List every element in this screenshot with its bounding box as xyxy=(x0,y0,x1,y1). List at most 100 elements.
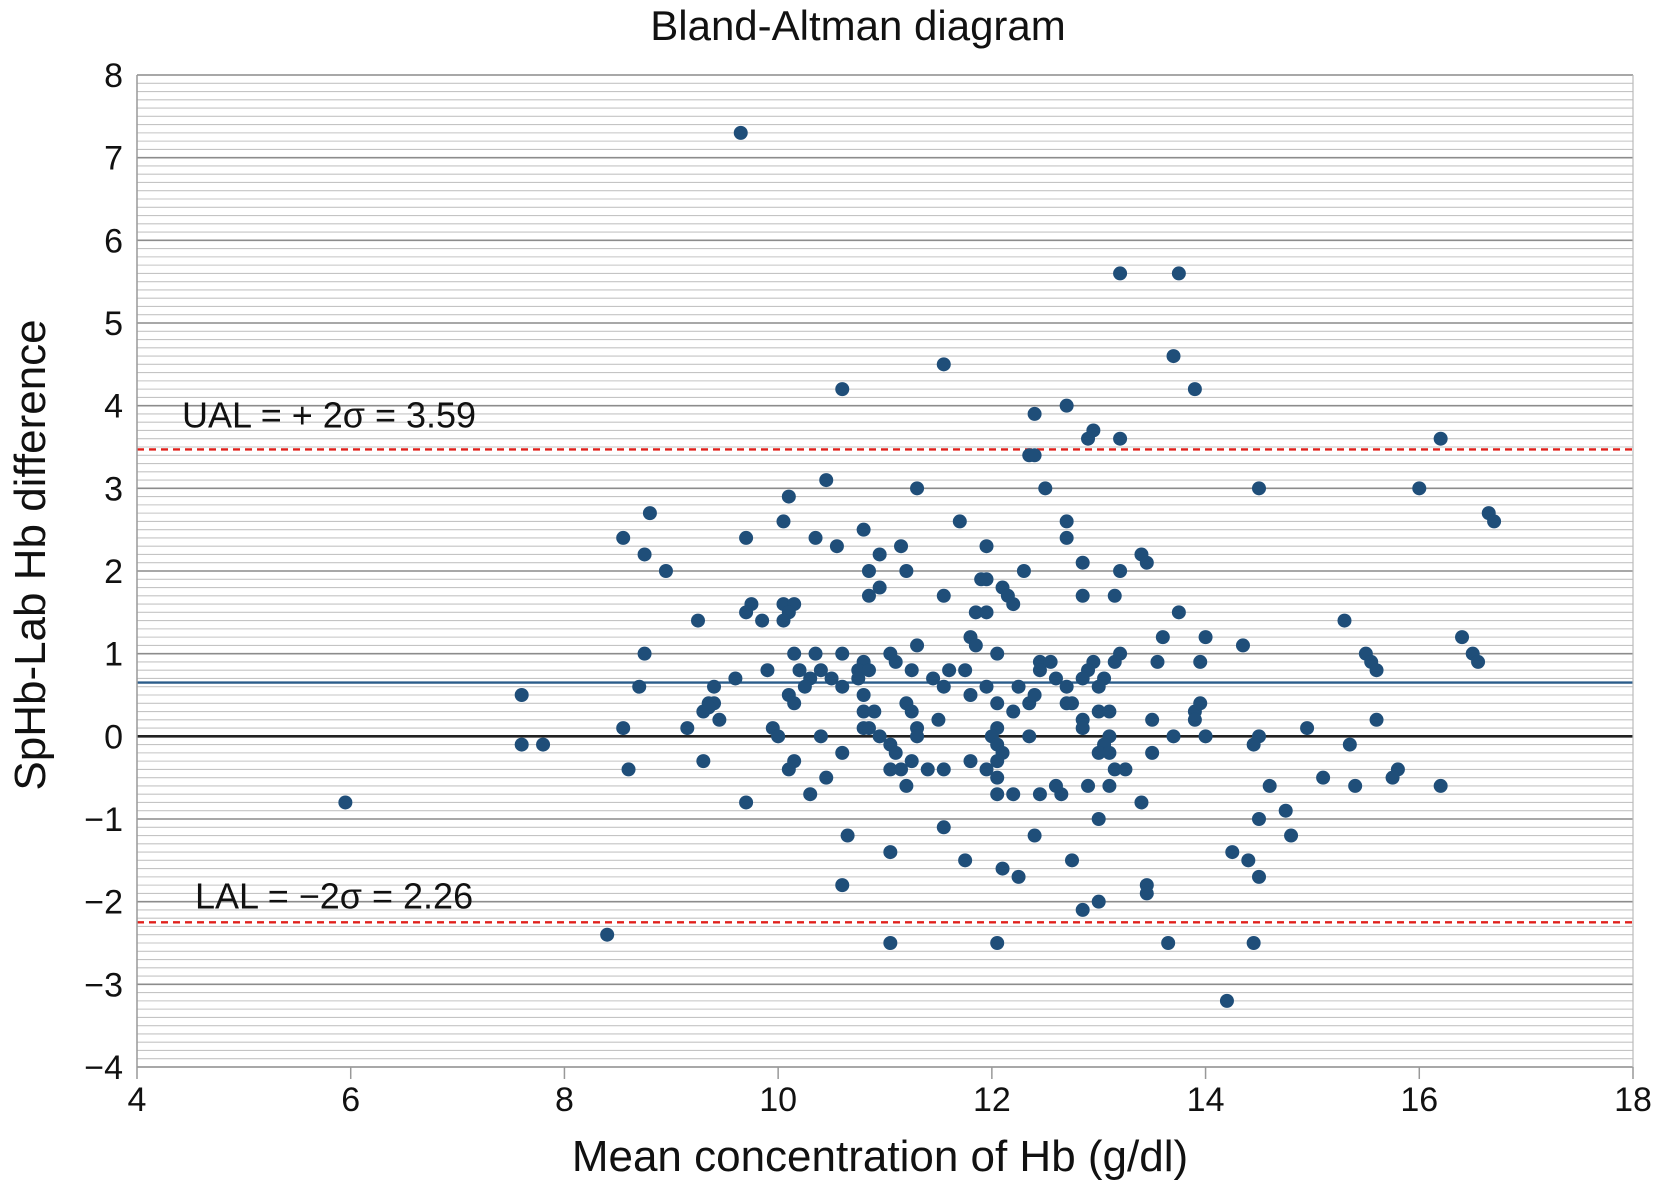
data-point xyxy=(771,729,786,744)
data-point xyxy=(1193,654,1208,669)
data-point xyxy=(1091,679,1106,694)
data-point xyxy=(1150,654,1165,669)
data-point xyxy=(829,539,844,554)
data-point xyxy=(1241,853,1256,868)
data-point xyxy=(808,530,823,545)
data-point xyxy=(888,745,903,760)
data-point xyxy=(1059,530,1074,545)
data-point xyxy=(1161,936,1176,950)
x-tick-label: 6 xyxy=(341,1081,360,1119)
data-point xyxy=(696,754,711,769)
data-point xyxy=(1091,812,1106,826)
data-point xyxy=(1187,712,1202,727)
data-point xyxy=(1081,778,1096,793)
data-point xyxy=(1278,803,1293,818)
x-tick-label: 12 xyxy=(973,1081,1011,1119)
data-point xyxy=(680,721,695,736)
data-point xyxy=(707,679,722,694)
data-point xyxy=(920,762,935,777)
data-point xyxy=(910,638,925,653)
data-point xyxy=(1059,398,1074,413)
data-point xyxy=(1385,770,1400,785)
data-point xyxy=(1187,382,1202,397)
data-point xyxy=(1091,894,1106,909)
y-tick-label: 4 xyxy=(104,388,123,426)
data-point xyxy=(1284,828,1299,843)
data-point xyxy=(1300,721,1315,736)
data-point xyxy=(1059,696,1074,711)
y-tick-label: −2 xyxy=(84,884,123,922)
data-point xyxy=(1252,812,1266,826)
data-point xyxy=(1102,745,1117,760)
data-point xyxy=(1166,349,1181,364)
data-point xyxy=(835,878,850,893)
data-point xyxy=(904,704,919,719)
data-point xyxy=(1412,481,1427,496)
data-point xyxy=(1032,663,1047,678)
data-point xyxy=(1171,605,1186,620)
data-point xyxy=(1235,638,1250,653)
x-tick-label: 8 xyxy=(555,1081,574,1119)
data-point xyxy=(979,762,994,777)
data-point xyxy=(514,737,529,752)
data-point xyxy=(658,564,673,578)
data-point xyxy=(979,605,994,620)
data-point xyxy=(728,671,743,686)
data-point xyxy=(1113,266,1128,281)
data-point xyxy=(990,646,1005,661)
data-point xyxy=(861,663,876,678)
data-point xyxy=(755,613,770,628)
data-point xyxy=(1032,787,1047,802)
data-point xyxy=(819,770,834,785)
data-point xyxy=(990,936,1005,950)
data-point xyxy=(1113,564,1128,578)
data-point xyxy=(1193,696,1208,711)
data-point xyxy=(1027,406,1042,421)
data-point xyxy=(819,473,834,488)
data-point xyxy=(883,936,898,950)
data-point xyxy=(990,754,1005,769)
data-point xyxy=(899,564,914,578)
data-point xyxy=(856,522,871,537)
data-point xyxy=(514,688,529,702)
data-point xyxy=(1471,654,1486,669)
data-point xyxy=(883,845,898,860)
data-point xyxy=(872,547,887,562)
data-point xyxy=(1139,555,1154,570)
data-point xyxy=(835,679,850,694)
data-point xyxy=(867,704,882,719)
data-point xyxy=(712,712,727,727)
data-point xyxy=(958,853,973,868)
grid-lines xyxy=(137,74,1633,1068)
lower-limit-label: LAL = −2σ = 2.26 xyxy=(195,875,473,916)
data-point xyxy=(851,671,866,686)
data-point xyxy=(1059,679,1074,694)
data-point xyxy=(936,588,951,603)
data-point xyxy=(1006,597,1021,612)
data-point xyxy=(1102,704,1117,719)
data-point xyxy=(1027,828,1042,843)
data-point xyxy=(1369,663,1384,678)
data-point xyxy=(1048,671,1063,686)
y-tick-label: 2 xyxy=(104,553,123,591)
data-point xyxy=(861,564,876,578)
data-point xyxy=(787,696,802,711)
data-point xyxy=(1043,654,1058,669)
data-point xyxy=(808,646,823,661)
x-tick-label: 14 xyxy=(1187,1081,1225,1119)
data-point xyxy=(835,382,850,397)
data-point xyxy=(952,514,967,529)
data-point xyxy=(968,605,983,620)
data-point xyxy=(995,861,1010,876)
data-point xyxy=(739,530,754,545)
data-point xyxy=(1075,671,1090,686)
data-point xyxy=(781,489,796,504)
data-points xyxy=(338,125,1502,1008)
data-point xyxy=(803,787,818,802)
data-point xyxy=(1118,762,1133,777)
data-point xyxy=(1048,778,1063,793)
data-point xyxy=(883,762,898,777)
data-point xyxy=(936,679,951,694)
